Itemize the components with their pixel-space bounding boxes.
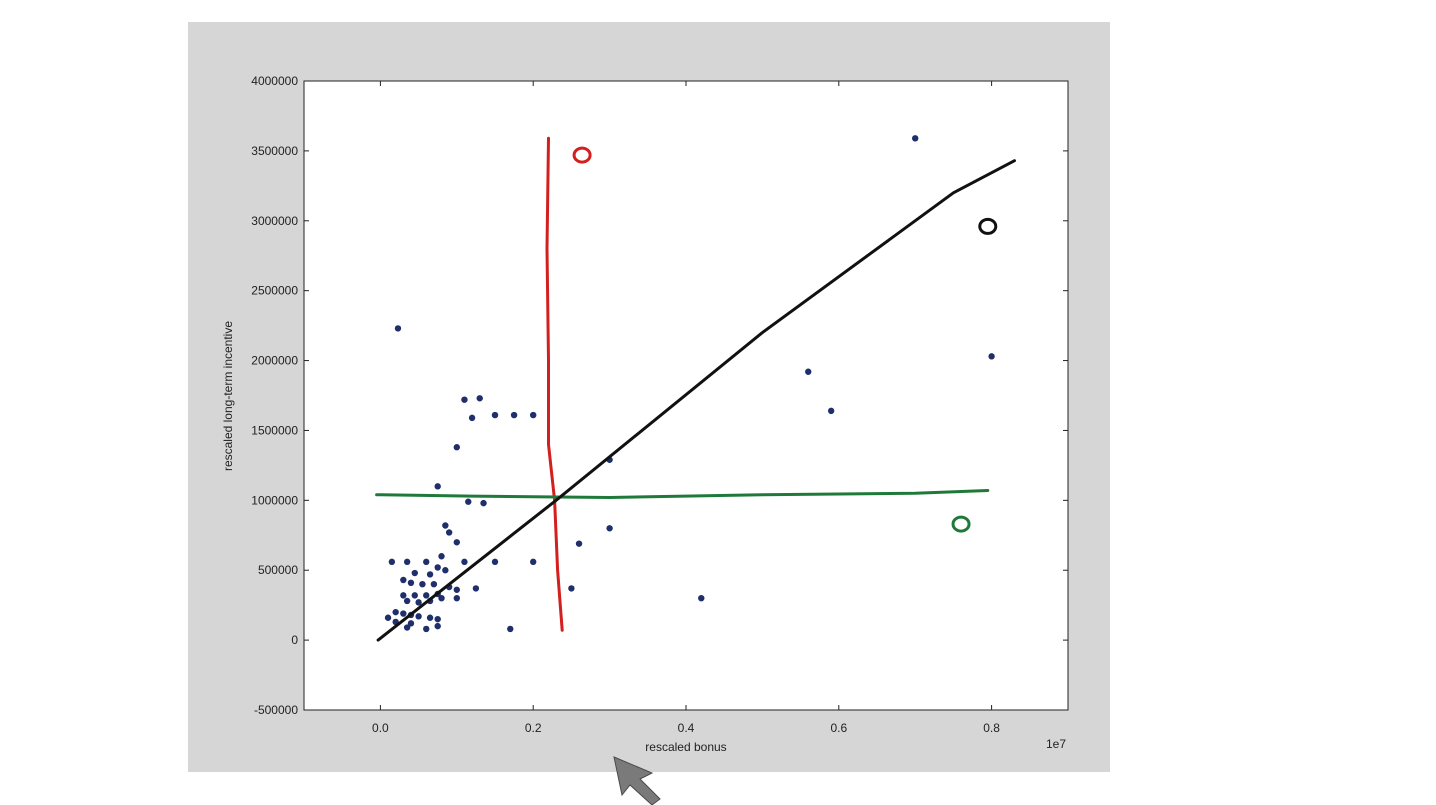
data-point <box>530 558 537 566</box>
data-point <box>568 585 575 592</box>
data-point <box>827 407 835 415</box>
y-tick-label: 1000000 <box>251 493 298 507</box>
x-tick-label: 0.6 <box>830 721 847 735</box>
x-tick-label: 0.8 <box>983 721 1000 735</box>
data-point <box>606 525 613 532</box>
data-point <box>394 325 402 332</box>
data-point <box>384 614 392 621</box>
mouse-pointer-icon <box>613 756 661 805</box>
data-point <box>805 368 812 375</box>
data-point <box>480 499 487 507</box>
y-tick-label: 2000000 <box>251 354 298 368</box>
data-point <box>507 625 514 633</box>
data-point <box>419 581 426 588</box>
y-tick-label: 500000 <box>258 563 298 577</box>
data-point <box>411 592 418 599</box>
black-line <box>376 159 1016 642</box>
data-point <box>453 586 460 593</box>
data-point <box>415 599 422 606</box>
data-point <box>415 613 422 620</box>
data-point <box>510 411 518 419</box>
y-tick-label: 1500000 <box>251 423 298 437</box>
y-tick-label: -500000 <box>254 703 298 717</box>
y-tick-label: 3500000 <box>251 144 298 158</box>
data-point <box>453 444 460 451</box>
data-point <box>403 597 411 605</box>
data-point <box>423 592 430 599</box>
data-point <box>403 558 411 566</box>
data-point <box>472 585 480 592</box>
data-point <box>434 564 441 571</box>
hand-drawn-o-mark <box>572 146 592 164</box>
data-point <box>400 576 407 584</box>
data-point <box>403 624 411 631</box>
data-point <box>530 411 537 419</box>
data-point <box>430 581 438 588</box>
y-tick-label: 3000000 <box>251 214 298 228</box>
y-axis-title: rescaled long-term incentive <box>221 321 235 471</box>
data-point <box>407 579 415 587</box>
data-point <box>400 610 407 617</box>
hand-drawn-o-mark <box>951 515 971 533</box>
data-point <box>438 594 445 602</box>
data-point <box>388 558 396 566</box>
y-tick-label: 2500000 <box>251 284 298 298</box>
data-point <box>426 571 434 578</box>
data-point <box>426 614 434 621</box>
data-point <box>400 592 407 599</box>
x-axis-title: rescaled bonus <box>645 740 726 754</box>
x-tick-label: 0.0 <box>372 721 389 735</box>
y-tick-label: 0 <box>291 633 298 647</box>
hand-drawn-o-mark <box>978 217 998 235</box>
data-point <box>442 567 449 574</box>
x-offset-label: 1e7 <box>1046 737 1066 751</box>
y-tick-label: 4000000 <box>251 74 298 88</box>
green-line <box>375 489 990 499</box>
data-point <box>438 553 445 560</box>
data-point <box>468 414 476 422</box>
axis-ticks: 0.0 0.2 0.4 0.6 0.8 -500000 0 500000 1000000 1500… <box>251 74 1068 735</box>
data-point <box>423 558 430 566</box>
data-point <box>461 558 468 566</box>
x-tick-label: 0.4 <box>678 721 695 735</box>
data-point <box>453 594 460 602</box>
data-point <box>445 529 453 536</box>
data-point <box>407 620 415 627</box>
data-point <box>411 569 418 577</box>
data-point <box>491 558 499 566</box>
red-line <box>545 136 564 632</box>
data-point <box>698 594 705 602</box>
data-point <box>575 540 583 547</box>
data-point <box>476 395 483 402</box>
data-point <box>453 539 460 546</box>
data-point <box>461 396 468 403</box>
data-point <box>491 411 499 419</box>
x-tick-label: 0.2 <box>525 721 542 735</box>
data-point <box>912 135 919 142</box>
data-point <box>392 608 399 616</box>
data-point <box>988 353 995 360</box>
data-point <box>442 522 449 529</box>
data-point <box>465 498 472 505</box>
data-point <box>434 615 441 623</box>
data-point <box>434 622 441 630</box>
hand-drawn-annotations <box>375 136 1016 642</box>
data-point <box>423 625 430 633</box>
data-point <box>434 483 441 490</box>
